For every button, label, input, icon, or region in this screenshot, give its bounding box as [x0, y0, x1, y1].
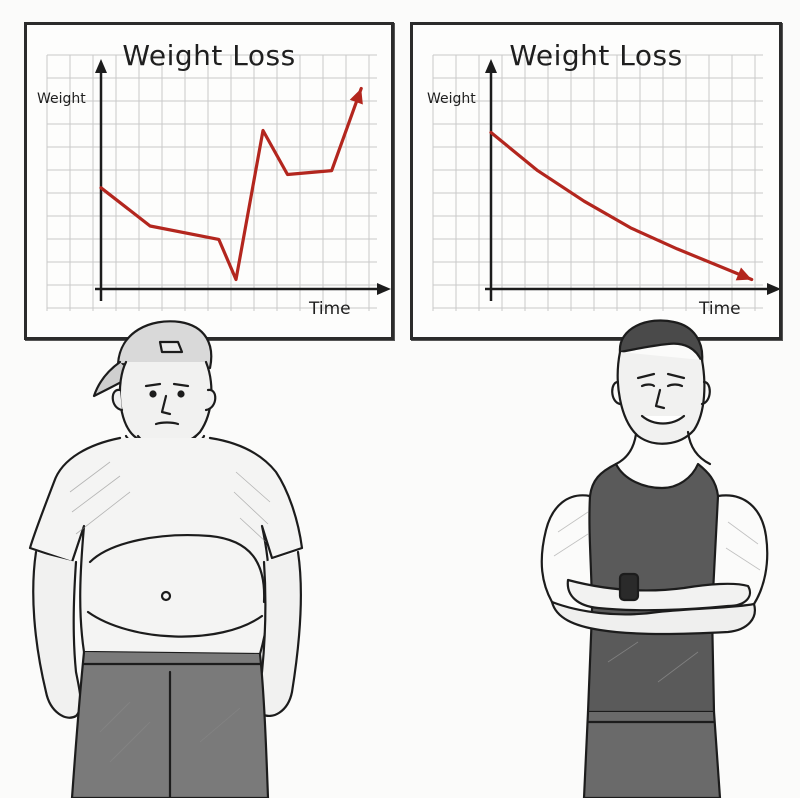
chart-panel-right: Weight Loss Weight Time: [410, 22, 782, 340]
x-axis-arrow: [767, 283, 779, 295]
muscular-man-figure: [540, 319, 769, 798]
y-axis-arrow: [485, 59, 497, 73]
series-line: [489, 130, 754, 282]
series-arrowhead: [735, 267, 752, 281]
chart-right-svg: [432, 54, 779, 311]
overweight-man-figure: [28, 320, 304, 798]
chart-title: Weight Loss: [509, 39, 683, 72]
y-axis-arrow: [95, 59, 107, 73]
x-axis-label: Time: [699, 299, 741, 319]
x-axis-label: Time: [309, 299, 351, 319]
chart-title: Weight Loss: [122, 39, 296, 72]
series-arrowhead: [349, 88, 363, 105]
chart-panel-left: Weight Loss Weight Time: [24, 22, 394, 340]
grid: [432, 54, 763, 311]
series-line: [99, 86, 363, 282]
chart-left-svg: [46, 54, 391, 311]
x-axis-arrow: [377, 283, 391, 295]
y-axis-label: Weight: [37, 91, 86, 107]
y-axis-label: Weight: [427, 91, 476, 107]
grid: [46, 54, 377, 311]
